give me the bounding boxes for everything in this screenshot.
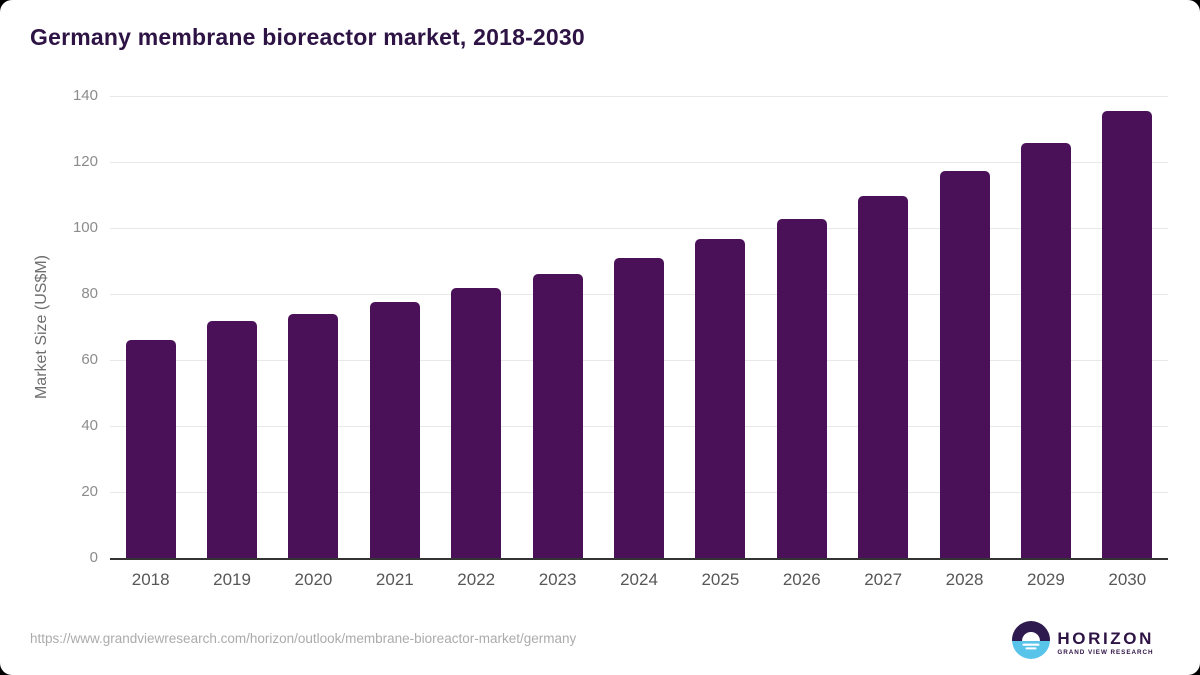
x-tick-label-2027: 2027 <box>864 570 903 589</box>
x-tick-label-2025: 2025 <box>701 570 740 589</box>
x-tick-label-2026: 2026 <box>782 570 821 589</box>
x-tick-label-2018: 2018 <box>131 570 170 589</box>
y-tick-label-0: 0 <box>89 549 98 566</box>
bar-2029[interactable] <box>1020 143 1071 558</box>
gridline-100 <box>110 228 1168 229</box>
y-tick-label-140: 140 <box>72 87 98 104</box>
bar-chart-plot-area: 0 20 40 60 80 100 120 140 2018 2019 2020 2021 2022 20… <box>73 87 1168 589</box>
x-tick-label-2022: 2022 <box>457 570 496 589</box>
y-tick-label-120: 120 <box>72 153 98 170</box>
bar-2018[interactable] <box>125 340 176 558</box>
x-tick-label-2029: 2029 <box>1027 570 1065 589</box>
y-tick-label-80: 80 <box>81 285 98 302</box>
bar-2025[interactable] <box>695 239 746 558</box>
bar-2024[interactable] <box>614 258 664 558</box>
x-tick-label-2023: 2023 <box>538 570 577 589</box>
bar-2023[interactable] <box>532 274 583 558</box>
bar-2022[interactable] <box>451 288 502 558</box>
bar-2019[interactable] <box>207 321 258 558</box>
bar-2026[interactable] <box>776 219 827 558</box>
bar-2020[interactable] <box>288 314 339 558</box>
y-tick-label-20: 20 <box>81 483 98 500</box>
x-tick-label-2028: 2028 <box>945 570 984 589</box>
bar-2027[interactable] <box>858 196 909 558</box>
gridline-140 <box>110 96 1168 97</box>
gridline-120 <box>110 162 1168 163</box>
logo-text: HORIZON GRAND VIEW RESEARCH <box>1057 630 1154 656</box>
x-tick-label-2030: 2030 <box>1108 570 1147 589</box>
y-tick-label-100: 100 <box>72 219 98 236</box>
bar-2030[interactable] <box>1102 111 1153 558</box>
logo-brand: HORIZON <box>1057 628 1154 648</box>
y-tick-label-60: 60 <box>81 351 98 368</box>
x-tick-label-2020: 2020 <box>294 570 333 589</box>
x-tick-label-2019: 2019 <box>213 570 251 589</box>
y-tick-label-40: 40 <box>81 417 98 434</box>
source-url: https://www.grandviewresearch.com/horizo… <box>30 631 577 646</box>
x-tick-label-2024: 2024 <box>620 570 658 589</box>
horizon-sun-icon <box>1012 621 1051 664</box>
bar-2021[interactable] <box>369 302 420 558</box>
x-tick-label-2021: 2021 <box>375 570 414 589</box>
chart-title: Germany membrane bioreactor market, 2018… <box>30 24 585 50</box>
bar-2028[interactable] <box>939 171 990 558</box>
logo-subtitle: GRAND VIEW RESEARCH <box>1057 648 1154 656</box>
horizon-logo: HORIZON GRAND VIEW RESEARCH <box>1012 621 1154 664</box>
y-axis-title: Market Size (US$M) <box>33 254 50 400</box>
